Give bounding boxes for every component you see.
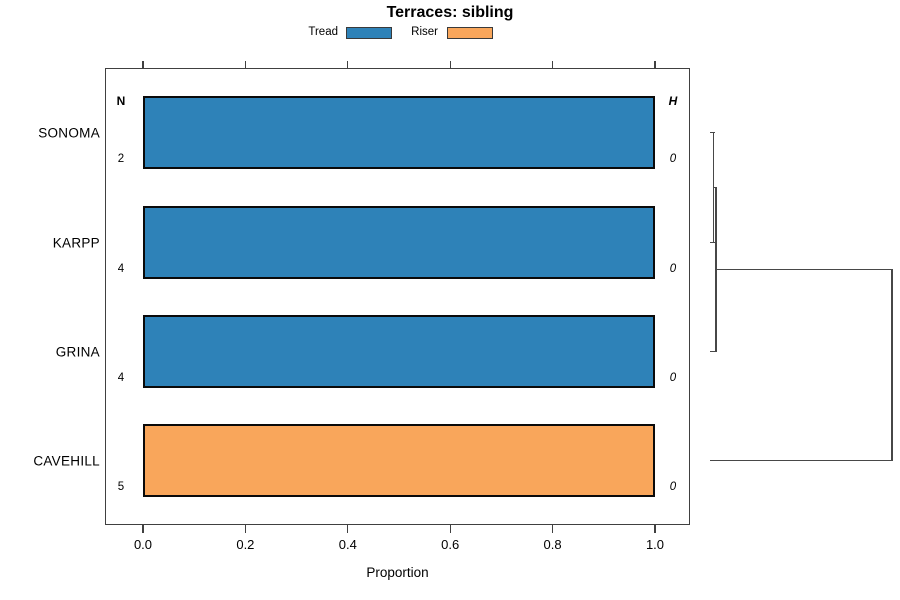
- h-column-header: H: [668, 94, 678, 108]
- legend-label-tread: Tread: [308, 26, 338, 38]
- dendrogram-branch: [713, 186, 718, 189]
- n-value: 4: [117, 263, 125, 275]
- bar-grina: [143, 315, 655, 388]
- h-value: 0: [669, 372, 677, 384]
- h-value: 0: [669, 263, 677, 275]
- x-axis-top-tick: [551, 61, 554, 68]
- bar-row-sonoma: SONOMA 2 0: [0, 96, 900, 169]
- n-column-header: N: [116, 94, 126, 108]
- h-value: 0: [669, 481, 677, 493]
- bar-sonoma: [143, 96, 655, 169]
- legend-swatch-tread: [346, 27, 392, 39]
- x-axis-top-tick: [347, 61, 349, 68]
- x-axis-bottom-tick: [347, 525, 349, 533]
- x-axis-label: Proportion: [366, 565, 429, 580]
- dendrogram-branch: [710, 350, 718, 353]
- x-tick-label: 0.4: [338, 537, 357, 552]
- bar-row-grina: GRINA 4 0: [0, 315, 900, 388]
- x-axis-bottom-tick: [244, 525, 247, 533]
- x-tick-label: 1.0: [645, 537, 665, 552]
- n-value: 4: [117, 372, 125, 384]
- n-value: 2: [117, 153, 125, 165]
- x-axis-top-tick: [244, 61, 247, 68]
- x-axis-top-tick: [142, 61, 144, 68]
- legend-label-riser: Riser: [411, 26, 438, 38]
- x-tick-label: 0.6: [441, 537, 460, 552]
- category-label: CAVEHILL: [33, 453, 100, 468]
- legend-swatch-riser: [447, 27, 493, 39]
- h-value: 0: [669, 153, 677, 165]
- bar-cavehill: [143, 424, 655, 497]
- dendrogram-branch: [710, 131, 715, 134]
- category-label: SONOMA: [38, 125, 100, 140]
- bar-segment-riser: [145, 426, 653, 495]
- category-label: KARPP: [52, 235, 100, 250]
- dendrogram-join: [891, 269, 893, 461]
- chart-title: Terraces: sibling: [386, 4, 514, 21]
- bar-segment-tread: [145, 208, 653, 277]
- bar-segment-tread: [145, 317, 653, 386]
- x-axis-bottom-tick: [142, 525, 144, 533]
- bar-row-karpp: KARPP 4 0: [0, 206, 900, 279]
- bar-karpp: [143, 206, 655, 279]
- dendrogram-branch: [710, 459, 894, 462]
- x-tick-label: 0.8: [543, 537, 562, 552]
- x-axis-bottom-tick: [449, 525, 451, 533]
- x-tick-label: 0.0: [133, 537, 153, 552]
- x-axis-top-tick: [449, 61, 451, 68]
- dendrogram-branch: [716, 268, 894, 271]
- n-value: 5: [117, 481, 125, 493]
- x-axis-bottom-tick: [551, 525, 554, 533]
- category-label: GRINA: [55, 344, 100, 359]
- plot-box: [105, 68, 690, 525]
- bar-row-cavehill: CAVEHILL 5 0: [0, 424, 900, 497]
- x-tick-label: 0.2: [236, 537, 255, 552]
- bar-segment-tread: [145, 98, 653, 167]
- dendrogram-join: [715, 187, 717, 352]
- x-axis-bottom-tick: [654, 525, 656, 533]
- dendrogram-branch: [710, 241, 715, 244]
- x-axis-top-tick: [654, 61, 656, 68]
